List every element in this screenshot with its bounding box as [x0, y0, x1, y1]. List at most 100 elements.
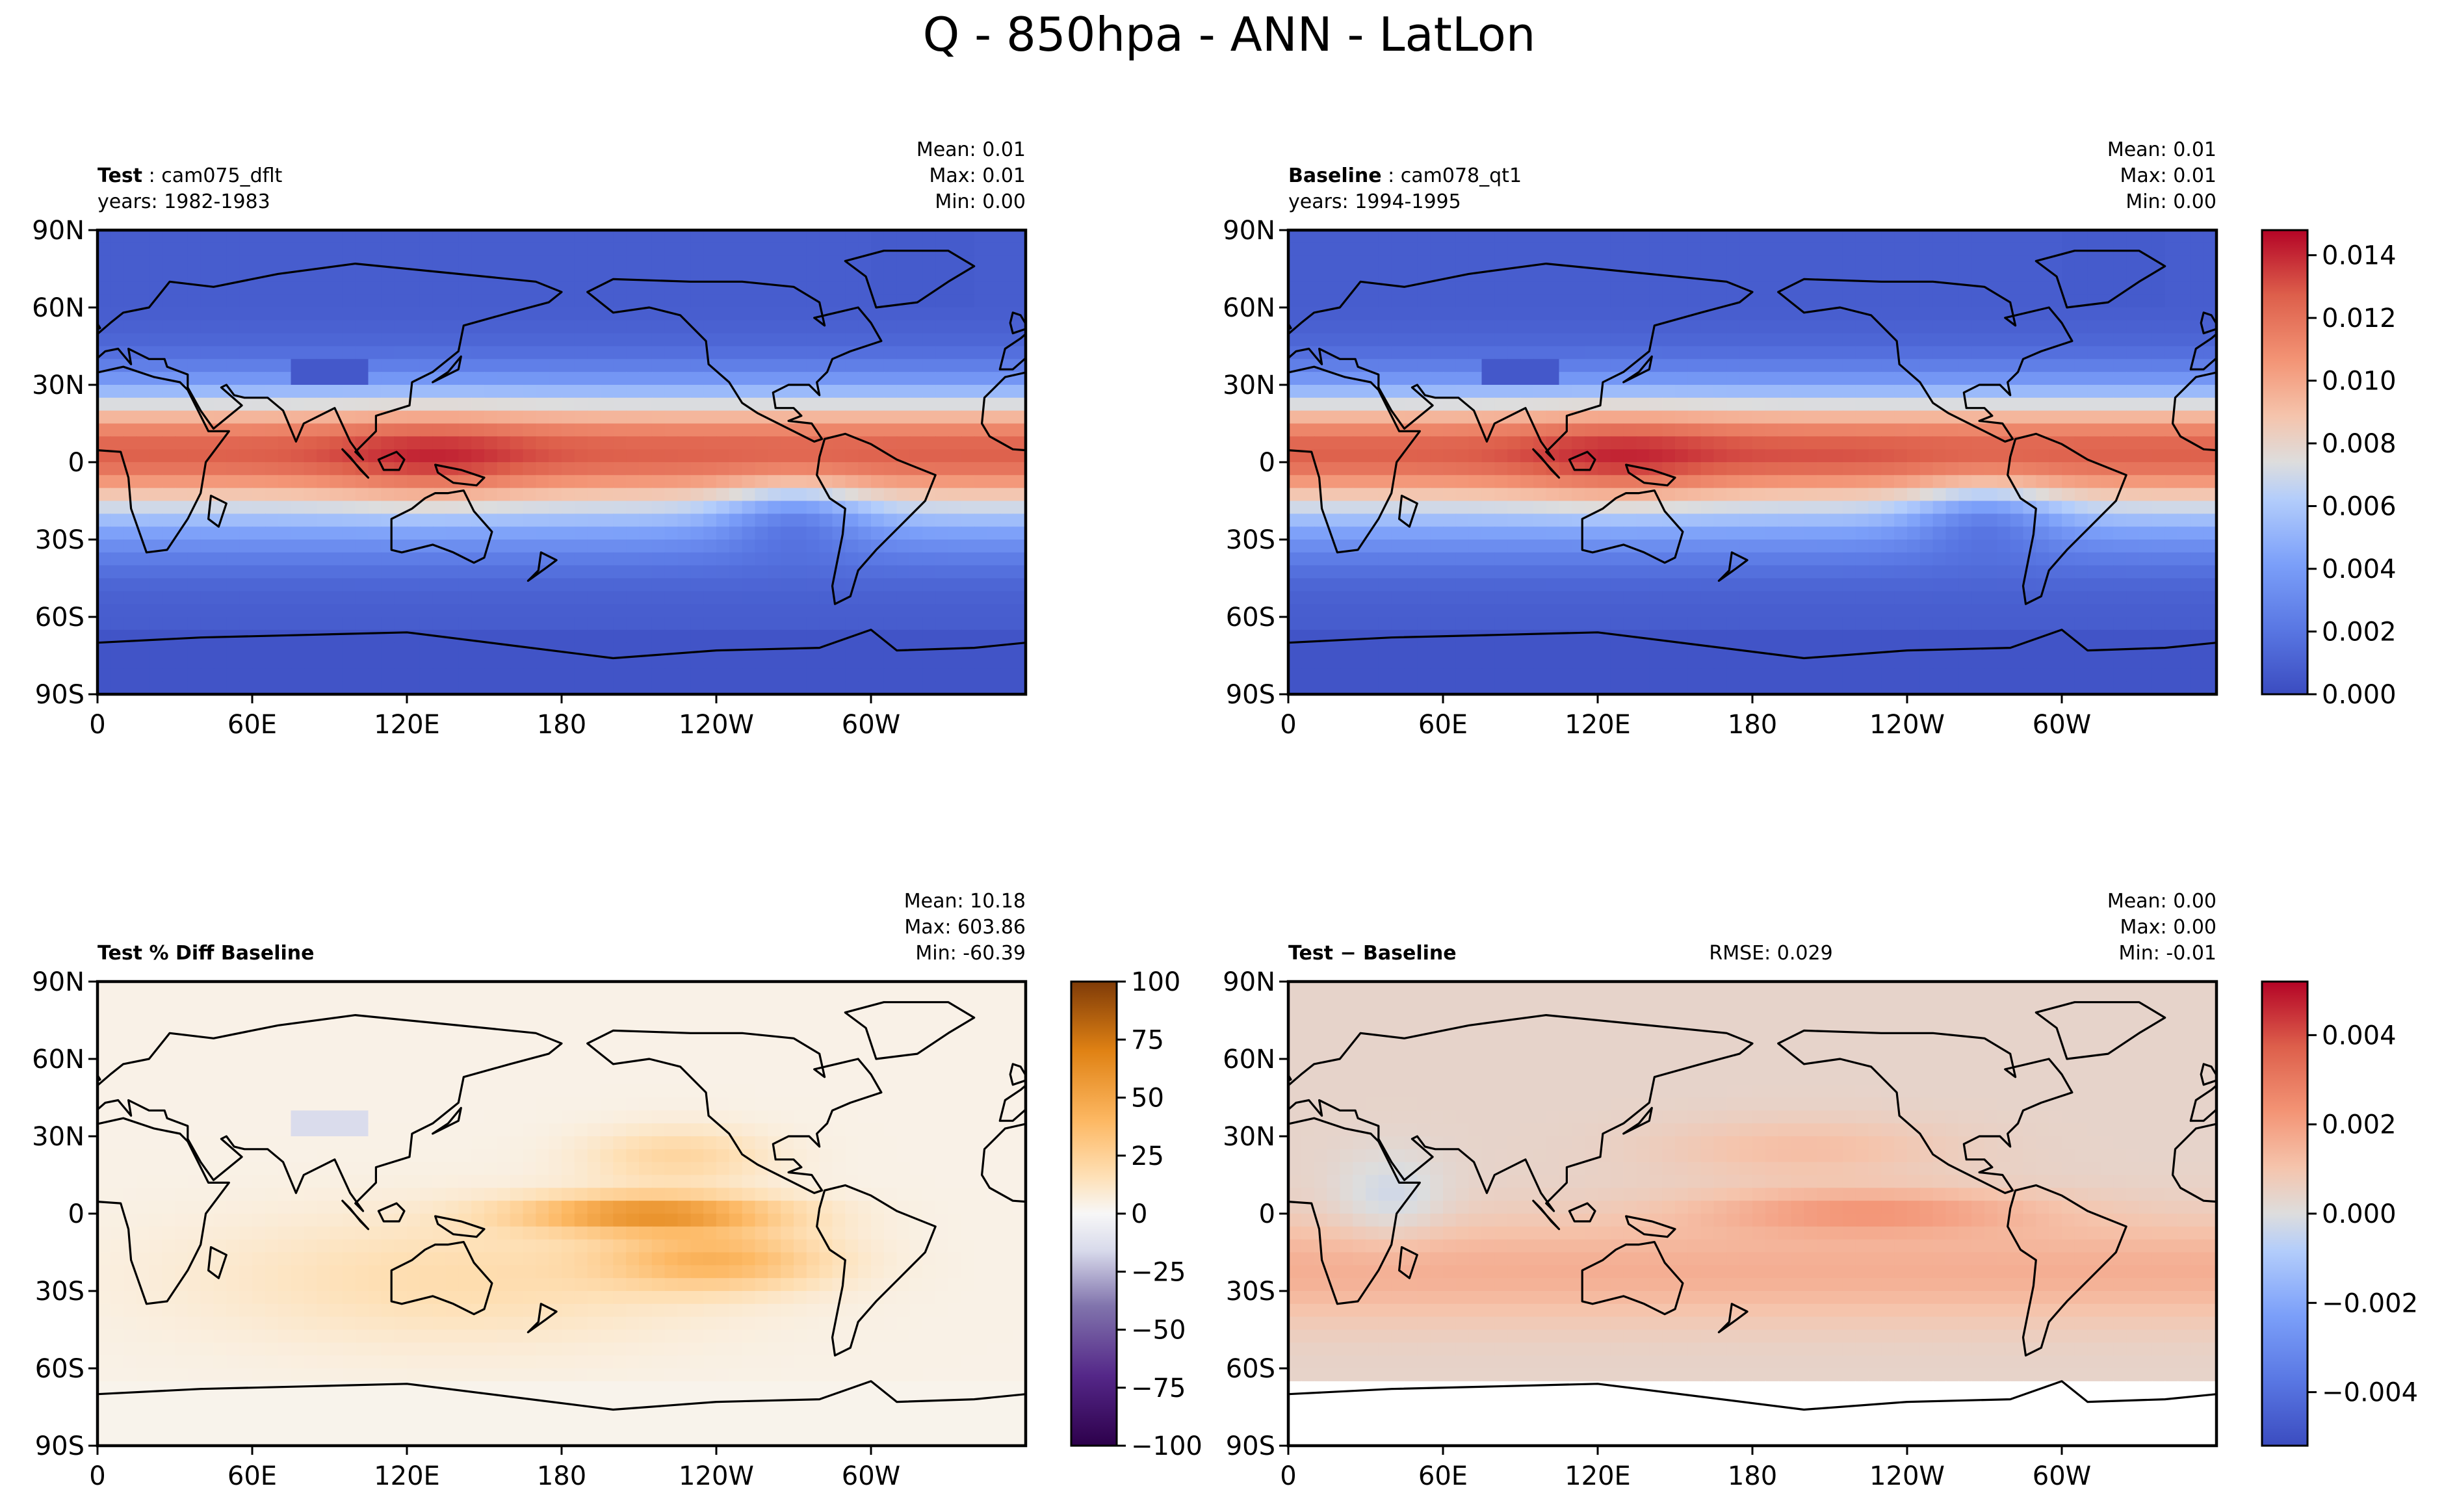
field-cell: [664, 617, 679, 631]
field-cell: [1713, 385, 1728, 398]
field-cell: [1598, 449, 1611, 463]
field-cell: [1700, 281, 1715, 295]
field-cell: [613, 230, 627, 244]
field-cell: [123, 552, 137, 566]
field-cell: [445, 294, 460, 308]
field-cell: [200, 346, 214, 360]
field-cell: [1443, 359, 1457, 372]
field-cell: [1726, 488, 1740, 502]
field-cell: [407, 488, 421, 502]
field-cell: [1700, 372, 1715, 385]
field-cell: [2010, 255, 2024, 270]
field-cell: [110, 552, 124, 566]
field-cell: [896, 552, 911, 566]
field-cell: [471, 294, 485, 308]
field-cell: [2190, 591, 2204, 605]
field-cell: [1481, 475, 1496, 489]
field-cell: [1662, 488, 1676, 502]
field-cell: [1000, 552, 1013, 566]
field-cell: [445, 242, 460, 257]
field-cell: [445, 397, 460, 411]
field-cell: [471, 281, 485, 295]
field-cell: [187, 410, 202, 424]
field-cell: [278, 449, 292, 463]
field-cell: [729, 527, 743, 540]
field-cell: [948, 617, 962, 631]
field-cell: [729, 540, 743, 553]
field-cell: [1507, 242, 1521, 257]
field-cell: [1559, 268, 1573, 283]
field-cell: [1598, 475, 1611, 489]
field-cell: [1417, 591, 1431, 605]
field-cell: [1000, 475, 1013, 489]
field-cell: [355, 475, 369, 489]
field-cell: [703, 307, 717, 321]
field-cell: [278, 436, 292, 450]
field-cell: [1830, 449, 1843, 463]
field-cell: [252, 268, 266, 283]
field-cell: [1855, 552, 1869, 566]
field-cell: [1378, 333, 1392, 347]
field-cell: [2049, 565, 2062, 579]
field-cell: [1494, 617, 1508, 631]
field-cell: [626, 578, 640, 592]
field-cell: [1804, 629, 1817, 644]
field-cell: [1572, 268, 1585, 283]
field-cell: [716, 681, 730, 694]
field-cell: [536, 578, 549, 592]
field-cell: [484, 642, 498, 657]
field-cell: [445, 385, 460, 398]
field-cell: [1687, 591, 1702, 605]
field-cell: [1572, 359, 1585, 372]
field-cell: [1958, 449, 1972, 463]
field-cell: [1455, 294, 1470, 308]
field-cell: [1327, 333, 1341, 347]
field-cell: [2139, 527, 2153, 540]
field-cell: [368, 385, 382, 398]
field-cell: [922, 385, 936, 398]
field-cell: [1881, 242, 1895, 257]
field-cell: [883, 372, 898, 385]
field-cell: [896, 281, 911, 295]
field-cell: [690, 475, 704, 489]
field-cell: [1700, 436, 1715, 450]
field-cell: [1391, 333, 1405, 347]
field-cell: [1353, 230, 1366, 244]
field-cell: [871, 385, 885, 398]
field-cell: [1636, 230, 1650, 244]
field-cell: [883, 527, 898, 540]
field-cell: [1842, 436, 1856, 450]
field-cell: [2036, 527, 2049, 540]
field-cell: [613, 307, 627, 321]
field-cell: [304, 449, 317, 463]
field-cell: [175, 540, 188, 553]
field-cell: [1366, 320, 1379, 334]
field-cell: [1649, 540, 1663, 553]
field-cell: [613, 514, 627, 527]
field-cell: [2139, 294, 2153, 308]
field-cell: [1817, 642, 1830, 657]
field-cell: [1391, 462, 1405, 476]
field-cell: [562, 294, 575, 308]
field-cell: [445, 552, 460, 566]
field-cell: [1507, 359, 1521, 372]
field-cell: [355, 617, 369, 631]
field-cell: [1945, 527, 1960, 540]
field-cell: [2010, 333, 2024, 347]
field-cell: [1353, 359, 1366, 372]
field-cell: [2190, 488, 2204, 502]
field-cell: [2087, 540, 2101, 553]
field-cell: [213, 333, 228, 347]
field-cell: [2164, 501, 2179, 515]
panel-label: Test : cam075_dflt: [98, 164, 283, 187]
field-cell: [1842, 372, 1856, 385]
field-cell: [1443, 617, 1457, 631]
field-cell: [1997, 359, 2011, 372]
coastline: [341, 448, 370, 479]
field-cell: [226, 449, 240, 463]
field-cell: [1765, 410, 1779, 424]
field-cell: [432, 397, 447, 411]
field-cell: [419, 410, 434, 424]
field-cell: [1984, 501, 1998, 515]
field-cell: [1443, 540, 1457, 553]
